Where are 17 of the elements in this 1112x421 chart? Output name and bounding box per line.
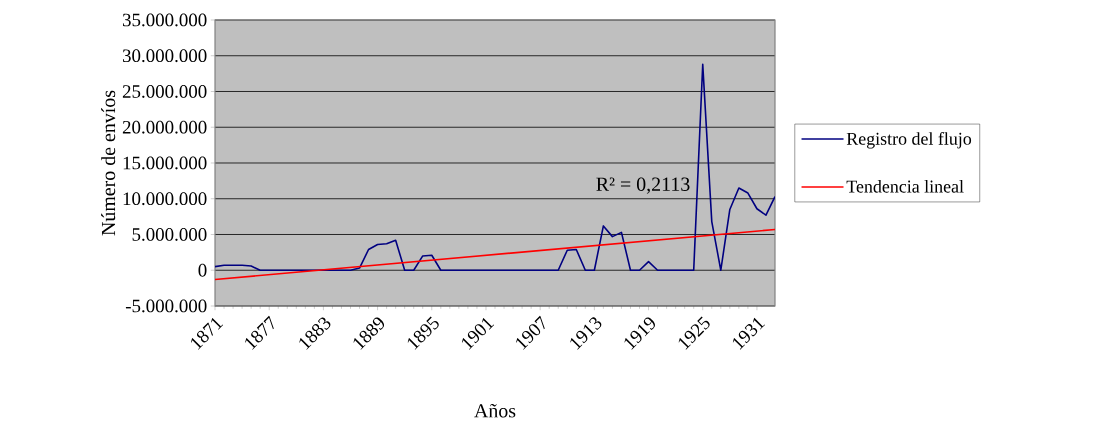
x-tick-label: 1871 [190, 317, 224, 350]
x-tick-label: 1901 [461, 317, 495, 350]
y-tick-label: 15.000.000 [123, 156, 207, 170]
y-tick-label: 35.000.000 [122, 13, 207, 27]
y-tick-label: 10.000.000 [123, 192, 207, 206]
x-axis-title: Años [474, 403, 516, 418]
legend-label: Tendencia lineal [846, 180, 964, 193]
legend-label: Registro del flujo [846, 132, 972, 149]
annotation: R² = 0,2113 [596, 177, 690, 194]
y-tick-label: 30.000.000 [122, 49, 207, 63]
y-tick-label: 20.000.000 [122, 120, 207, 134]
x-tick-label: 1931 [732, 317, 765, 350]
y-tick-label: 0 [198, 263, 207, 277]
y-tick-label: 5.000.000 [132, 228, 207, 241]
y-tick-label: -5.000.000 [125, 299, 207, 313]
y-axis-title: Número de envíos [101, 90, 116, 236]
y-tick-label: 25.000.000 [122, 85, 207, 98]
